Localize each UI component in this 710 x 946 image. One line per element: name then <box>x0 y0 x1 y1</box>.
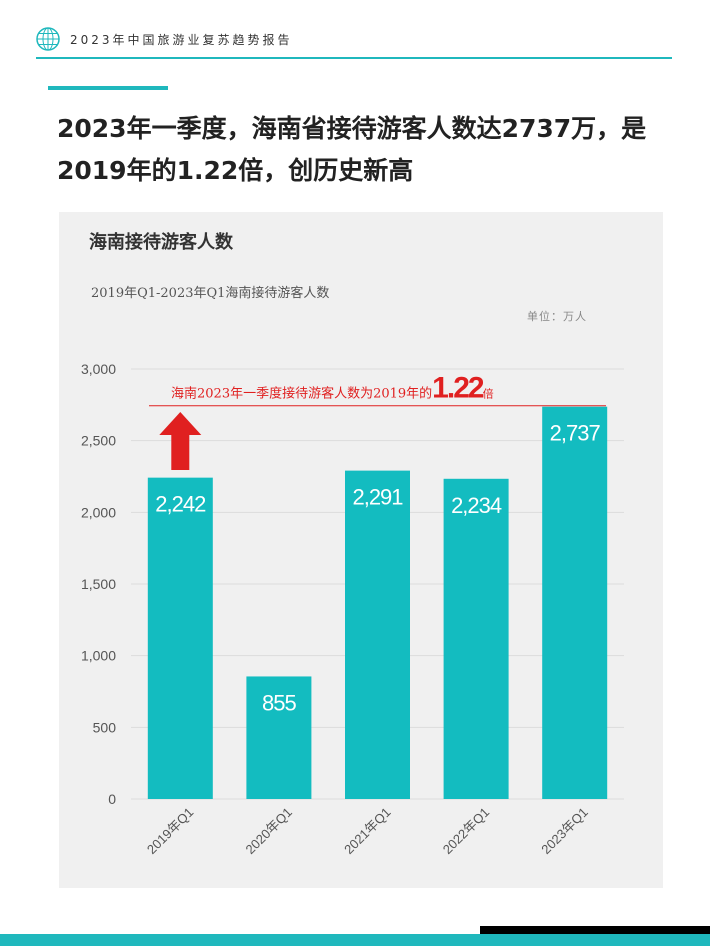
footer-accent-bar <box>0 934 710 946</box>
report-title: 2023年中国旅游业复苏趋势报告 <box>70 32 293 47</box>
page-headline: 2023年一季度，海南省接待游客人数达2737万，是2019年的1.22倍，创历… <box>57 114 647 185</box>
y-tick-label: 2,500 <box>81 433 116 449</box>
y-tick-label: 1,500 <box>81 576 116 592</box>
y-tick-label: 2,000 <box>81 504 116 520</box>
bar-value-label: 855 <box>262 690 296 715</box>
chart-title: 海南接待游客人数 <box>89 232 233 253</box>
accent-bar <box>48 86 168 90</box>
header-divider <box>36 57 672 59</box>
bar <box>147 477 213 799</box>
x-tick-label: 2023年Q1 <box>538 805 591 858</box>
annotation-text: 海南2023年一季度接待游客人数为2019年的1.22倍 <box>171 372 494 405</box>
bar <box>246 676 312 799</box>
bar <box>542 406 608 799</box>
x-tick-label: 2019年Q1 <box>144 805 197 858</box>
bar <box>443 478 509 799</box>
x-tick-label: 2020年Q1 <box>243 805 296 858</box>
x-tick-label: 2022年Q1 <box>440 805 493 858</box>
y-tick-label: 500 <box>93 719 117 735</box>
bar-value-label: 2,737 <box>550 421 601 446</box>
x-tick-label: 2021年Q1 <box>341 805 394 858</box>
bar-chart: 0 500 1,000 1,500 2,000 2,500 3,000 2,242 2019年Q… <box>81 361 624 858</box>
y-tick-label: 3,000 <box>81 361 116 377</box>
report-header: 2023年中国旅游业复苏趋势报告 <box>36 26 293 52</box>
up-arrow-icon <box>159 412 202 470</box>
bar-value-label: 2,242 <box>155 492 206 517</box>
chart-panel: 海南接待游客人数 2019年Q1-2023年Q1海南接待游客人数 单位：万人 0… <box>59 212 663 888</box>
footer-dark-bar <box>480 926 710 934</box>
chart-subtitle: 2019年Q1-2023年Q1海南接待游客人数 <box>91 286 330 301</box>
y-tick-label: 1,000 <box>81 648 116 664</box>
annotation-highlight: 1.22 <box>432 372 484 405</box>
annotation-prefix: 海南2023年一季度接待游客人数为2019年的 <box>171 386 432 402</box>
bar-value-label: 2,234 <box>451 493 502 518</box>
chart-unit: 单位：万人 <box>527 310 587 323</box>
annotation-suffix: 倍 <box>483 387 494 401</box>
y-tick-label: 0 <box>108 791 116 807</box>
bar <box>345 470 410 799</box>
globe-logo-icon <box>36 27 60 51</box>
bar-value-label: 2,291 <box>352 485 403 510</box>
